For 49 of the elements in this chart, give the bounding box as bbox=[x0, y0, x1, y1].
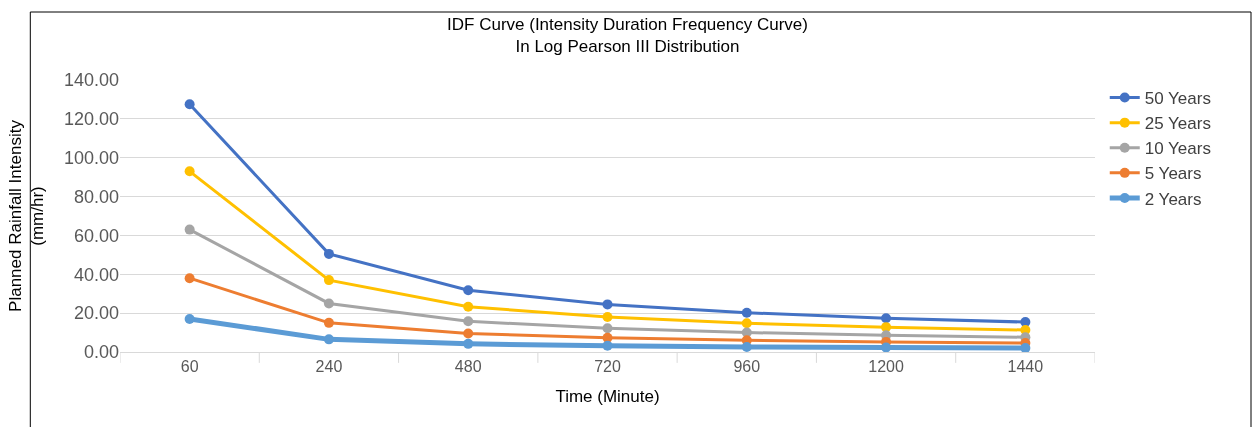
y-tick-label: 140.00 bbox=[63, 70, 119, 91]
x-tick-label: 720 bbox=[594, 358, 621, 376]
point bbox=[323, 317, 334, 328]
point bbox=[602, 323, 613, 334]
point bbox=[184, 224, 195, 235]
y-tick-label: 40.00 bbox=[73, 264, 119, 285]
x-tick-label: 480 bbox=[454, 358, 482, 376]
point bbox=[463, 316, 474, 327]
x-axis-title: Time (Minute) bbox=[555, 386, 660, 406]
y-tick-label: 80.00 bbox=[73, 186, 119, 207]
y-tick-label: 60.00 bbox=[73, 225, 119, 246]
point bbox=[323, 248, 334, 259]
point bbox=[184, 99, 195, 110]
point bbox=[184, 313, 195, 324]
legend-label: 2 Years bbox=[1144, 189, 1202, 209]
y-tick-label: 100.00 bbox=[63, 148, 119, 169]
legend-label: 10 Years bbox=[1144, 139, 1211, 159]
point bbox=[323, 298, 334, 309]
chart-title: IDF Curve (Intensity Duration Frequency Curve) In Log Pearson III Distribution bbox=[447, 14, 808, 56]
point bbox=[881, 342, 892, 352]
legend-label: 25 Years bbox=[1144, 114, 1211, 134]
point bbox=[881, 322, 892, 333]
legend-label: 5 Years bbox=[1144, 164, 1202, 184]
x-tick-label: 1440 bbox=[1007, 358, 1044, 376]
y-tick-label: 20.00 bbox=[73, 303, 119, 324]
point bbox=[184, 273, 195, 284]
x-tick-label: 240 bbox=[315, 358, 343, 376]
point bbox=[881, 313, 892, 324]
y-tick-label: 120.00 bbox=[63, 109, 119, 130]
point bbox=[323, 334, 334, 345]
point bbox=[741, 318, 752, 329]
x-tick-label: 60 bbox=[180, 358, 199, 376]
legend-label: 50 Years bbox=[1144, 89, 1211, 109]
point bbox=[184, 166, 195, 177]
point bbox=[463, 285, 474, 296]
x-tick-label: 960 bbox=[733, 358, 761, 376]
point bbox=[602, 299, 613, 310]
point bbox=[463, 328, 474, 339]
point bbox=[602, 312, 613, 323]
point bbox=[741, 341, 752, 352]
y-tick-label: 0.00 bbox=[83, 342, 119, 363]
point bbox=[741, 307, 752, 318]
point bbox=[602, 340, 613, 351]
point bbox=[1020, 343, 1031, 352]
point bbox=[323, 275, 334, 286]
y-axis-title: Planned Rainfall Intensity (mm/hr) bbox=[6, 119, 48, 312]
point bbox=[463, 301, 474, 312]
x-tick-label: 1200 bbox=[868, 358, 904, 376]
point bbox=[463, 338, 474, 349]
